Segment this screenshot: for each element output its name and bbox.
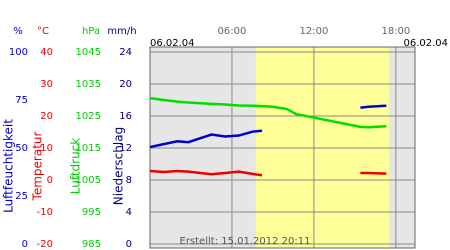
x-tick-label: 06:00 — [218, 26, 247, 37]
y-tick-label: 40 — [40, 47, 53, 58]
data-line — [149, 96, 387, 129]
y-tick-label: 8 — [126, 175, 132, 186]
axis-unit: hPa — [82, 26, 100, 37]
y-tick-label: 1015 — [76, 143, 101, 154]
y-tick-label: 1045 — [76, 47, 101, 58]
y-tick-label: 985 — [82, 239, 101, 250]
y-tick-label: 24 — [119, 47, 132, 58]
axis-unit: mm/h — [107, 26, 136, 37]
axis-title: Temperatur — [31, 131, 45, 201]
date-label: 06.02.04 — [150, 38, 195, 49]
y-tick-label: 1005 — [76, 175, 101, 186]
y-tick-label: 1025 — [76, 111, 101, 122]
y-tick-label: -20 — [37, 239, 53, 250]
data-line — [149, 129, 263, 149]
x-tick-label: 12:00 — [300, 26, 329, 37]
axis-unit: % — [13, 26, 23, 37]
y-tick-label: 10 — [40, 143, 53, 154]
y-tick-label: 0 — [47, 175, 53, 186]
data-line — [360, 171, 387, 175]
plot-frame — [149, 46, 416, 249]
y-tick-label: 25 — [15, 191, 28, 202]
y-tick-label: 20 — [119, 79, 132, 90]
y-tick-label: 12 — [119, 143, 132, 154]
y-tick-label: 100 — [9, 47, 28, 58]
x-tick-label: 18:00 — [381, 26, 410, 37]
axis-title: Niederschlag — [112, 127, 126, 205]
y-tick-label: 30 — [40, 79, 53, 90]
data-line — [360, 104, 387, 109]
y-tick-label: 16 — [119, 111, 132, 122]
y-tick-label: 75 — [15, 95, 28, 106]
footer: Erstellt: 15.01.2012 20:11 — [180, 236, 311, 247]
y-tick-label: 0 — [126, 239, 132, 250]
y-tick-label: -10 — [37, 207, 53, 218]
axis-title: Luftdruck — [69, 138, 83, 195]
axis-title: Luftfeuchtigkeit — [2, 119, 16, 213]
y-tick-label: 50 — [15, 143, 28, 154]
y-tick-label: 1035 — [76, 79, 101, 90]
y-tick-label: 4 — [126, 207, 132, 218]
axis-unit: °C — [37, 26, 49, 37]
y-tick-label: 995 — [82, 207, 101, 218]
date-label: 06.02.04 — [403, 38, 448, 49]
y-tick-label: 0 — [22, 239, 28, 250]
data-line — [149, 169, 263, 177]
y-tick-label: 20 — [40, 111, 53, 122]
